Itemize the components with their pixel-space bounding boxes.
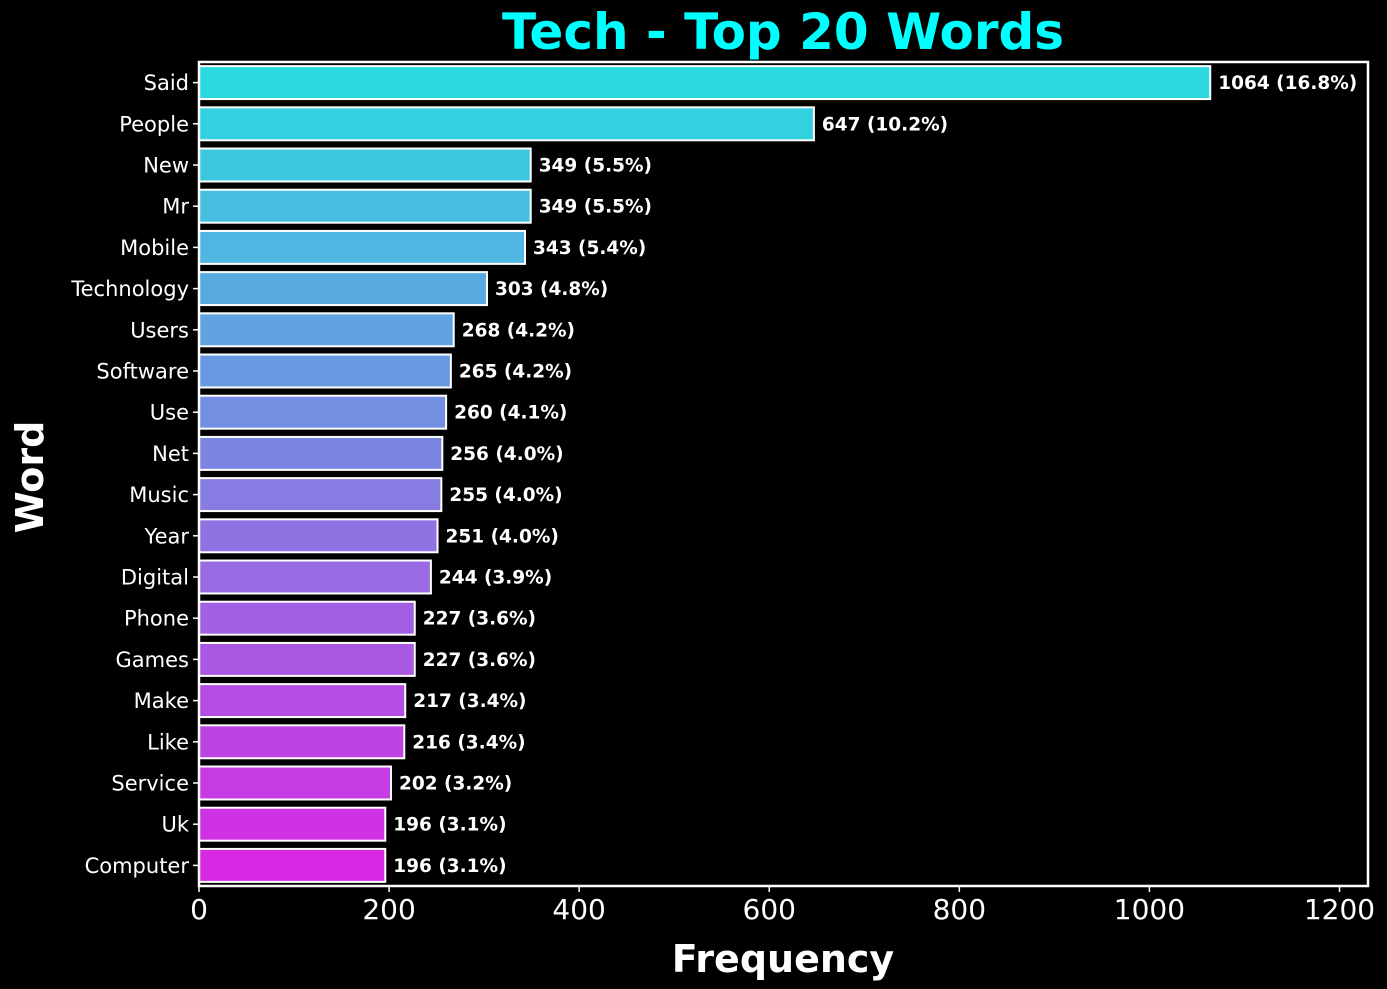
y-tick-label: Use — [150, 401, 189, 425]
bar-mobile — [198, 229, 526, 265]
x-tick-label: 200 — [362, 893, 415, 926]
data-label: 196 (3.1%) — [393, 856, 506, 877]
data-label: 265 (4.2%) — [459, 362, 572, 383]
bar-mr — [198, 188, 532, 224]
bar-make — [198, 683, 407, 719]
x-tick-label: 1000 — [1114, 893, 1185, 926]
chart-title: Tech - Top 20 Words — [502, 3, 1064, 61]
bar-phone — [198, 600, 416, 636]
bar-digital — [198, 559, 432, 595]
bar-net — [198, 435, 444, 471]
y-tick-label: Mobile — [120, 236, 189, 260]
x-tick-label: 0 — [190, 893, 208, 926]
data-label: 244 (3.9%) — [439, 568, 552, 589]
data-label: 227 (3.6%) — [423, 650, 536, 671]
data-label: 227 (3.6%) — [423, 609, 536, 630]
plot-frame — [197, 60, 1370, 888]
data-label: 251 (4.0%) — [446, 526, 559, 547]
data-label: 303 (4.8%) — [495, 279, 608, 300]
bar-music — [198, 477, 443, 513]
data-label: 647 (10.2%) — [822, 114, 948, 135]
y-tick-label: Games — [116, 648, 189, 672]
y-tick-label: Uk — [161, 813, 189, 837]
y-tick-label: Make — [134, 689, 189, 713]
data-labels: 1064 (16.8%) 647 (10.2%) 349 (5.5%) 349 (5.… — [393, 73, 1357, 877]
bar-like — [198, 724, 406, 760]
y-tick-label: Phone — [124, 607, 189, 631]
y-tick-label: Technology — [70, 277, 189, 301]
data-label: 260 (4.1%) — [454, 403, 567, 424]
bar-users — [198, 312, 455, 348]
data-label: 202 (3.2%) — [399, 774, 512, 795]
y-tick-label: Year — [144, 524, 190, 548]
bar-technology — [198, 271, 488, 307]
bar-year — [198, 518, 439, 554]
bar-computer — [198, 847, 387, 883]
bar-use — [198, 394, 448, 430]
y-tick-label: Said — [144, 71, 189, 95]
bar-uk — [198, 806, 387, 842]
data-label: 268 (4.2%) — [462, 320, 575, 341]
x-tick-label: 800 — [933, 893, 986, 926]
bars-group — [198, 65, 1212, 883]
y-tick-labels: Said People New Mr Mobile Technology Users Soft… — [70, 71, 199, 878]
y-tick-label: Like — [147, 730, 189, 754]
data-label: 196 (3.1%) — [393, 815, 506, 836]
data-label: 349 (5.5%) — [539, 156, 652, 177]
data-label: 343 (5.4%) — [533, 238, 646, 259]
x-axis-label: Frequency — [672, 937, 895, 981]
bar-people — [198, 106, 815, 142]
bar-games — [198, 641, 416, 677]
data-label: 1064 (16.8%) — [1218, 73, 1357, 94]
y-tick-label: Computer — [85, 854, 190, 878]
y-axis-label: Word — [8, 421, 52, 534]
y-tick-label: People — [119, 112, 189, 136]
x-tick-label: 1200 — [1304, 893, 1375, 926]
data-label: 256 (4.0%) — [450, 444, 563, 465]
y-tick-label: Digital — [121, 566, 189, 590]
y-tick-label: New — [143, 154, 189, 178]
y-tick-label: Net — [152, 442, 189, 466]
bar-new — [198, 147, 532, 183]
bar-software — [198, 353, 452, 389]
x-tick-label: 600 — [743, 893, 796, 926]
bar-service — [198, 765, 392, 801]
bar-said — [198, 65, 1212, 101]
x-ticks: 0 200 400 600 800 1000 1200 — [190, 886, 1375, 926]
data-label: 349 (5.5%) — [539, 197, 652, 218]
y-tick-label: Service — [111, 772, 189, 796]
data-label: 217 (3.4%) — [413, 691, 526, 712]
y-tick-label: Mr — [162, 195, 189, 219]
x-tick-label: 400 — [552, 893, 605, 926]
y-tick-label: Software — [96, 360, 189, 384]
y-tick-label: Users — [130, 318, 189, 342]
y-tick-label: Music — [129, 483, 189, 507]
data-label: 255 (4.0%) — [449, 485, 562, 506]
data-label: 216 (3.4%) — [412, 732, 525, 753]
